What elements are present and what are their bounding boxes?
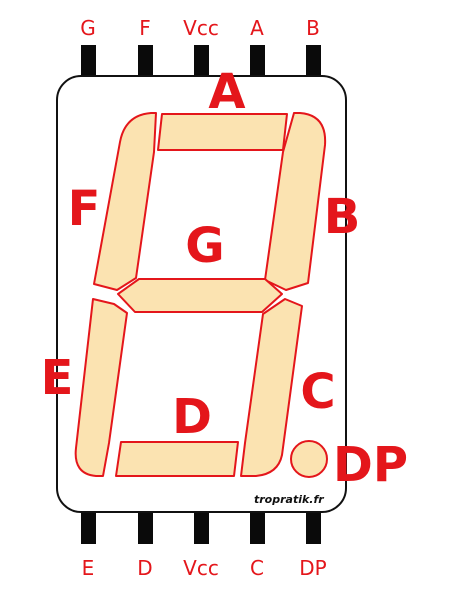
credit-text: tropratik.fr [254, 493, 324, 506]
top-pin-label-f: F [139, 16, 151, 40]
top-pin-label-vcc: Vcc [183, 16, 219, 40]
segment-label-dp: DP [333, 437, 408, 493]
bottom-pin-label-c: C [250, 556, 264, 580]
bottom-pin-label-dp: DP [299, 556, 326, 580]
pin-top-4 [250, 45, 265, 79]
top-pin-labels: G F Vcc A B [80, 16, 320, 40]
pin-top-3 [194, 45, 209, 79]
segment-labels: A B C D E F G DP [41, 64, 408, 493]
bottom-pin-labels: E D Vcc C DP [82, 556, 327, 580]
pin-bottom-5 [306, 510, 321, 544]
pin-bottom-1 [81, 510, 96, 544]
segment-c [240, 298, 303, 477]
bottom-pin-label-d: D [137, 556, 152, 580]
segment-label-f: F [68, 181, 101, 237]
top-pin-label-b: B [306, 16, 320, 40]
bottom-pin-label-e: E [82, 556, 95, 580]
pin-top-5 [306, 45, 321, 79]
segment-g [117, 278, 283, 313]
top-pin-label-a: A [250, 16, 264, 40]
segment-label-d: D [172, 389, 212, 445]
segment-d [115, 441, 239, 477]
top-pin-label-g: G [80, 16, 96, 40]
segment-label-g: G [185, 218, 224, 274]
segments [74, 112, 328, 478]
segment-label-e: E [41, 350, 74, 406]
segment-label-c: C [300, 364, 335, 420]
segment-f [93, 112, 157, 291]
segment-label-a: A [208, 64, 245, 120]
segment-b [264, 112, 327, 291]
segment-dp [290, 440, 328, 478]
pin-bottom-2 [138, 510, 153, 544]
bottom-pins [81, 510, 321, 544]
segment-e [74, 298, 128, 477]
bottom-pin-label-vcc: Vcc [183, 556, 219, 580]
top-pins [81, 45, 321, 79]
pin-bottom-3 [194, 510, 209, 544]
pin-top-2 [138, 45, 153, 79]
pin-bottom-4 [250, 510, 265, 544]
pin-top-1 [81, 45, 96, 79]
segment-label-b: B [324, 189, 361, 245]
